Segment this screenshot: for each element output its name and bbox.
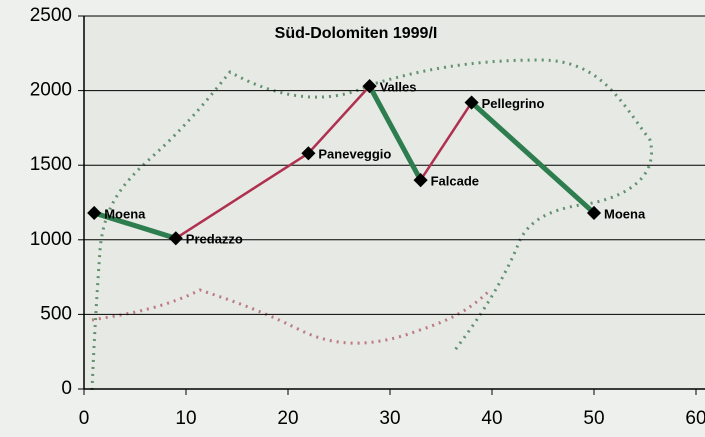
route-segment	[93, 210, 177, 241]
point-label: Falcade	[431, 174, 479, 189]
point-label: Moena	[604, 206, 646, 221]
point-label: Pellegrino	[482, 96, 545, 111]
point	[586, 205, 602, 221]
point	[464, 95, 479, 110]
route-segment	[307, 85, 371, 155]
x-tick-label: 20	[277, 408, 298, 429]
point-label: Moena	[104, 206, 146, 221]
point	[168, 231, 183, 246]
x-tick-label: 40	[481, 408, 502, 429]
point	[301, 146, 316, 161]
title-box	[258, 22, 454, 46]
map-route	[91, 288, 492, 345]
route-segment	[469, 100, 596, 215]
point	[413, 173, 428, 188]
x-tick-label: 60	[685, 408, 705, 429]
chart-title: Süd-Dolomiten 1999/I	[275, 25, 438, 42]
map-background	[84, 16, 705, 389]
y-tick-label: 2500	[30, 5, 72, 26]
point-label: Valles	[380, 80, 417, 95]
point-label: Paneveggio	[318, 147, 391, 162]
route-segment	[367, 84, 423, 182]
x-tick-label: 10	[175, 408, 196, 429]
y-tick-label: 0	[61, 378, 72, 399]
map-route	[90, 58, 653, 391]
y-tick-label: 1000	[30, 229, 72, 250]
y-tick-label: 1500	[30, 154, 72, 175]
route-segment	[419, 101, 473, 181]
point-label: Predazzo	[186, 232, 243, 247]
y-tick-label: 2000	[30, 80, 72, 101]
x-tick-label: 30	[379, 408, 400, 429]
x-tick-label: 50	[583, 408, 604, 429]
point	[362, 79, 377, 94]
y-tick-label: 500	[40, 303, 72, 324]
route-segment	[175, 152, 310, 240]
x-tick-label: 0	[79, 408, 90, 429]
